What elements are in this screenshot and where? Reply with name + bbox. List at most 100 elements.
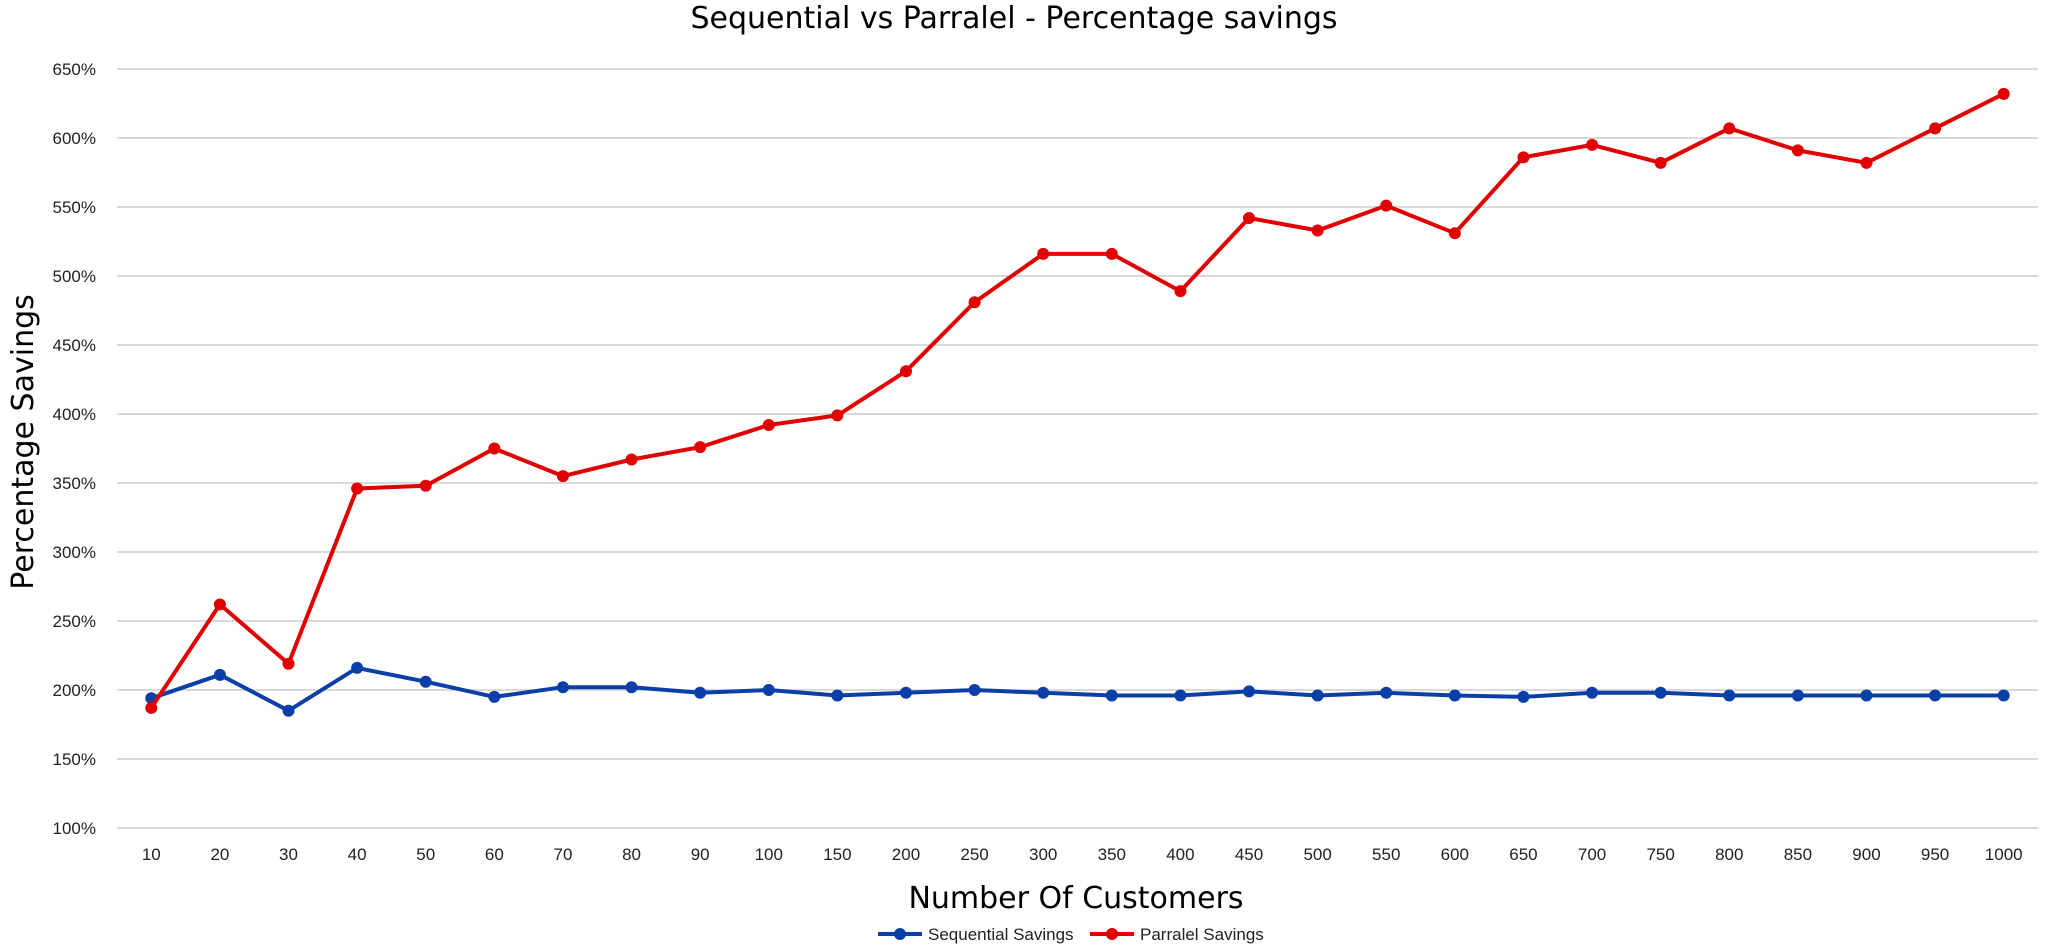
legend-label: Sequential Savings (928, 925, 1074, 944)
data-point (1723, 122, 1736, 135)
data-point (1791, 144, 1804, 157)
legend-label: Parralel Savings (1140, 925, 1264, 944)
x-tick-label: 200 (892, 845, 920, 864)
x-tick-label: 450 (1235, 845, 1263, 864)
y-tick-label: 550% (53, 198, 96, 217)
data-point (351, 661, 364, 674)
x-tick-label: 100 (755, 845, 783, 864)
x-tick-label: 800 (1715, 845, 1743, 864)
data-point (1654, 686, 1667, 699)
x-tick-label: 750 (1646, 845, 1674, 864)
data-point (899, 365, 912, 378)
legend-item: Sequential Savings (878, 925, 1074, 944)
legend-marker (894, 928, 906, 940)
data-point (1791, 689, 1804, 702)
legend-marker (1106, 928, 1118, 940)
data-point (282, 657, 295, 670)
series-sequential-savings (145, 661, 2010, 717)
x-tick-label: 550 (1372, 845, 1400, 864)
x-tick-label: 650 (1509, 845, 1537, 864)
data-point (1311, 689, 1324, 702)
x-axis-label: Number Of Customers (908, 881, 1243, 916)
x-tick-label: 900 (1852, 845, 1880, 864)
y-axis-ticks: 100% 150% 200% 250% 300% 350% 400% 450% 500% 550%… (53, 60, 96, 838)
x-tick-label: 10 (142, 845, 161, 864)
data-point (1243, 685, 1256, 698)
data-point (1174, 285, 1187, 298)
data-point (419, 479, 432, 492)
chart-title: Sequential vs Parralel - Percentage savi… (690, 1, 1337, 36)
data-point (1448, 227, 1461, 240)
x-tick-label: 950 (1921, 845, 1949, 864)
legend: Sequential Savings Parralel Savings (878, 925, 1264, 944)
data-point (625, 681, 638, 694)
y-tick-label: 450% (53, 336, 96, 355)
x-tick-label: 400 (1166, 845, 1194, 864)
data-point (1380, 686, 1393, 699)
data-point (968, 684, 981, 696)
y-tick-label: 600% (53, 129, 96, 148)
data-point (899, 686, 912, 699)
x-tick-label: 90 (691, 845, 710, 864)
data-point (694, 441, 707, 454)
data-point (488, 690, 501, 703)
data-point (1929, 122, 1942, 135)
data-point (351, 482, 364, 495)
data-point (1517, 151, 1530, 164)
data-point (488, 442, 501, 455)
data-point (1586, 138, 1599, 151)
data-point (282, 704, 295, 717)
data-point (694, 686, 707, 699)
x-tick-label: 50 (416, 845, 435, 864)
data-point (1243, 212, 1256, 225)
y-tick-label: 400% (53, 405, 96, 424)
data-point (145, 701, 158, 714)
series-line (149, 91, 2006, 710)
x-tick-label: 700 (1578, 845, 1606, 864)
series-layer (145, 87, 2010, 717)
data-point (1174, 689, 1187, 702)
y-tick-label: 650% (53, 60, 96, 79)
data-point (1860, 689, 1873, 702)
series-parralel-savings (145, 87, 2010, 714)
x-tick-label: 20 (210, 845, 229, 864)
data-point (556, 470, 569, 483)
x-tick-label: 300 (1029, 845, 1057, 864)
data-point (556, 681, 569, 694)
x-tick-label: 30 (279, 845, 298, 864)
series-line (149, 665, 2006, 713)
x-tick-label: 150 (823, 845, 851, 864)
data-point (1723, 689, 1736, 702)
data-point (1448, 689, 1461, 702)
data-point (762, 684, 775, 696)
x-tick-label: 60 (485, 845, 504, 864)
data-point (1105, 247, 1118, 260)
data-point (1311, 224, 1324, 237)
data-point (1997, 87, 2010, 100)
data-point (1860, 156, 1873, 169)
legend-item: Parralel Savings (1090, 925, 1264, 944)
y-tick-label: 300% (53, 543, 96, 562)
y-tick-label: 150% (53, 750, 96, 769)
data-point (1380, 199, 1393, 212)
data-point (1037, 247, 1050, 260)
data-point (213, 668, 226, 681)
data-point (1654, 156, 1667, 169)
data-point (1929, 689, 1942, 702)
data-point (213, 598, 226, 611)
x-tick-label: 600 (1441, 845, 1469, 864)
data-point (1997, 689, 2010, 702)
x-tick-label: 1000 (1985, 845, 2023, 864)
x-tick-label: 70 (553, 845, 572, 864)
x-axis-ticks: 10 20 30 40 50 60 70 80 90 100 150 200 250 300 350 400 4… (142, 845, 2023, 864)
data-point (1037, 686, 1050, 699)
x-tick-label: 500 (1303, 845, 1331, 864)
data-point (419, 675, 432, 688)
data-point (831, 689, 844, 702)
y-tick-label: 250% (53, 612, 96, 631)
y-tick-label: 500% (53, 267, 96, 286)
data-point (625, 453, 638, 466)
y-axis-label: Percentage Savings (6, 294, 41, 590)
